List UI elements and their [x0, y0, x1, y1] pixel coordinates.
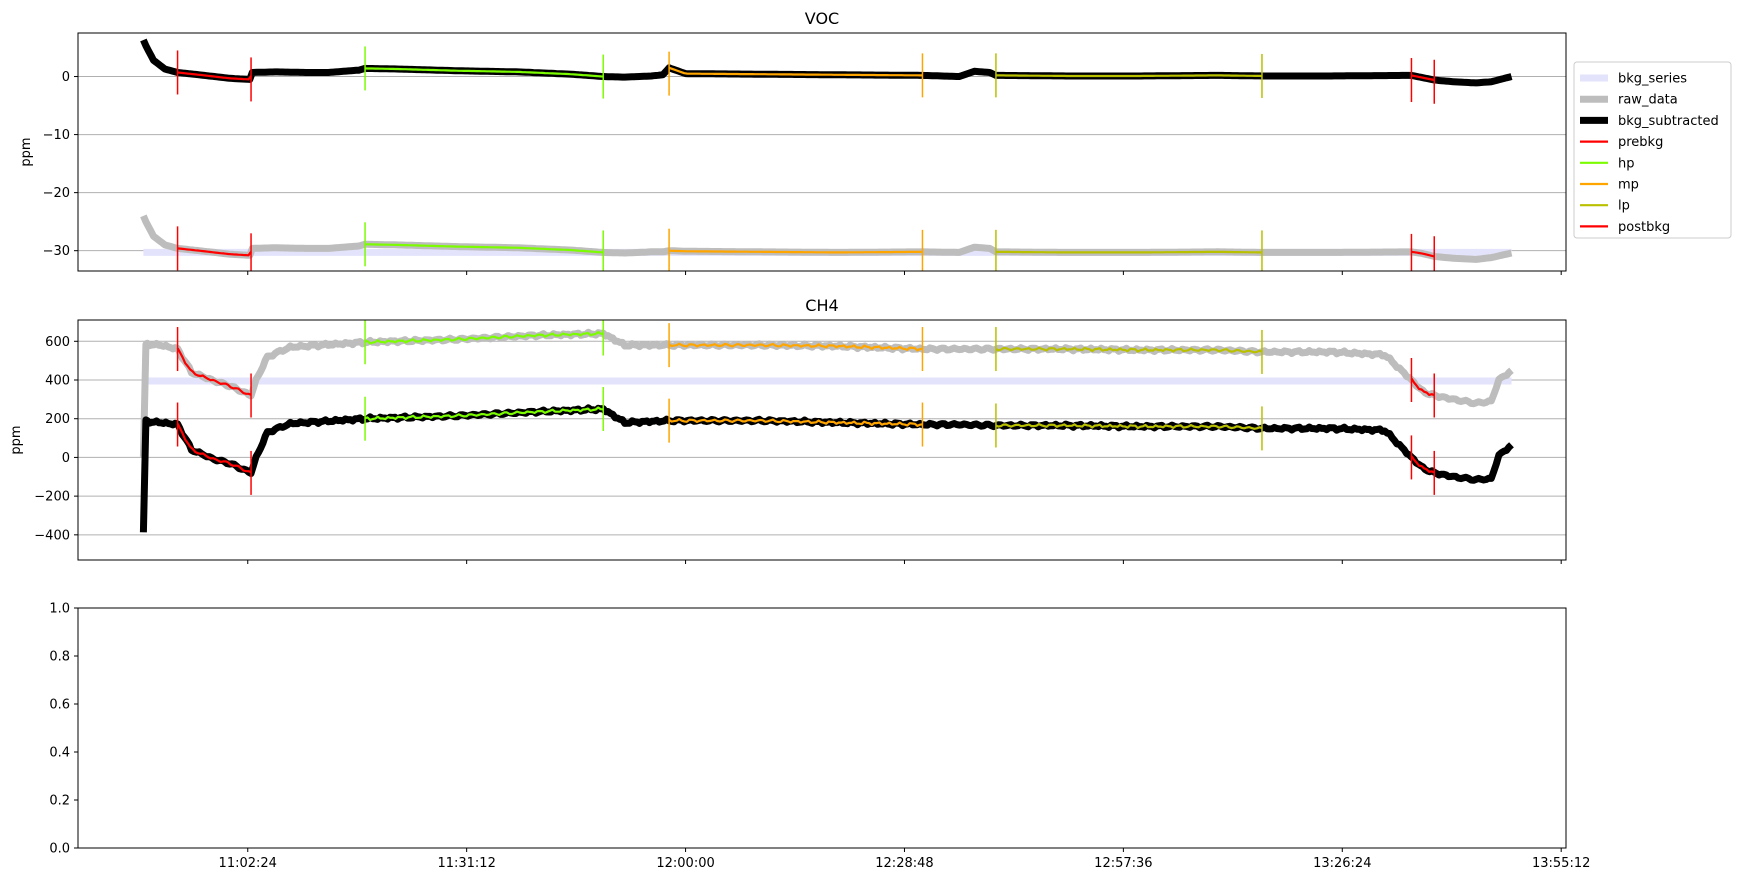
y-tick-label: 0.6	[49, 698, 70, 713]
segment-postbkg	[1411, 250, 1435, 258]
series-bkg_subtracted	[139, 404, 1514, 533]
x-tick-label: 13:55:12	[1532, 856, 1590, 871]
axes-frame	[77, 32, 1567, 272]
y-axis-label: ppm	[19, 137, 34, 166]
segment-mp	[669, 249, 923, 254]
legend-label-prebkg: prebkg	[1618, 135, 1663, 150]
y-tick-label: −20	[43, 186, 70, 201]
segment-lp	[995, 346, 1263, 354]
panel-ch4: 600 400 200 0 −200 −400 CH4 ppm	[9, 296, 1567, 564]
axes-frame	[77, 319, 1567, 561]
segment-hp	[364, 330, 604, 345]
y-tick-label: 0.2	[49, 794, 70, 809]
legend-box	[1573, 61, 1732, 239]
segment-postbkg	[1410, 455, 1435, 474]
x-tick-label: 12:28:48	[875, 856, 933, 871]
series-raw_data	[139, 328, 1514, 457]
segment-lp	[995, 423, 1263, 430]
segment-prebkg	[176, 423, 252, 474]
x-tick-label: 11:31:12	[437, 856, 495, 871]
segment-lp	[995, 250, 1262, 254]
y-axis-label: ppm	[9, 425, 24, 454]
y-tick-label: 0.0	[49, 842, 70, 857]
panel-title: VOC	[805, 9, 839, 28]
segment-mp	[668, 418, 923, 427]
y-tick-label: 0.4	[49, 746, 70, 761]
x-tick-label: 12:57:36	[1094, 856, 1152, 871]
segment-mp	[668, 66, 923, 77]
panel-voc: 0 −10 −20 −30 VOC ppm	[19, 9, 1567, 275]
y-tick-label: 0	[62, 70, 70, 85]
y-tick-label: −30	[43, 244, 70, 259]
segment-lp	[995, 74, 1263, 78]
x-tick-label: 12:00:00	[656, 856, 714, 871]
legend-label-postbkg: postbkg	[1618, 220, 1670, 235]
axes-frame	[77, 607, 1567, 849]
y-tick-label: −400	[34, 528, 70, 543]
legend-label-bkg_series: bkg_series	[1618, 72, 1687, 87]
segment-mp	[668, 342, 923, 352]
y-tick-label: 1.0	[49, 602, 70, 617]
x-tick-label: 13:26:24	[1313, 856, 1371, 871]
x-tick-label: 11:02:24	[219, 856, 277, 871]
segment-postbkg	[1410, 377, 1435, 397]
segment-prebkg	[177, 247, 252, 257]
legend-label-bkg_subtracted: bkg_subtracted	[1618, 114, 1719, 129]
segment-hp	[365, 243, 604, 254]
y-tick-label: −200	[34, 490, 70, 505]
segment-hp	[365, 67, 604, 78]
y-tick-label: 200	[45, 412, 70, 427]
y-tick-label: 400	[45, 374, 70, 389]
segment-hp	[364, 406, 604, 421]
y-tick-label: 600	[45, 335, 70, 350]
segment-postbkg	[1411, 74, 1435, 82]
y-tick-label: −10	[43, 128, 70, 143]
legend-label-hp: hp	[1618, 156, 1635, 171]
segment-prebkg	[176, 347, 252, 396]
segment-prebkg	[177, 71, 252, 81]
legend-label-mp: mp	[1618, 178, 1639, 193]
y-tick-label: 0	[62, 451, 70, 466]
legend-label-lp: lp	[1618, 199, 1630, 214]
panel-empty: 0.0 0.2 0.4 0.6 0.8 1.0 11:02:24 11:31:12 12:00:…	[49, 602, 1590, 872]
panel-title: CH4	[805, 296, 838, 315]
legend-label-raw_data: raw_data	[1618, 93, 1678, 108]
y-tick-label: 0.8	[49, 650, 70, 665]
